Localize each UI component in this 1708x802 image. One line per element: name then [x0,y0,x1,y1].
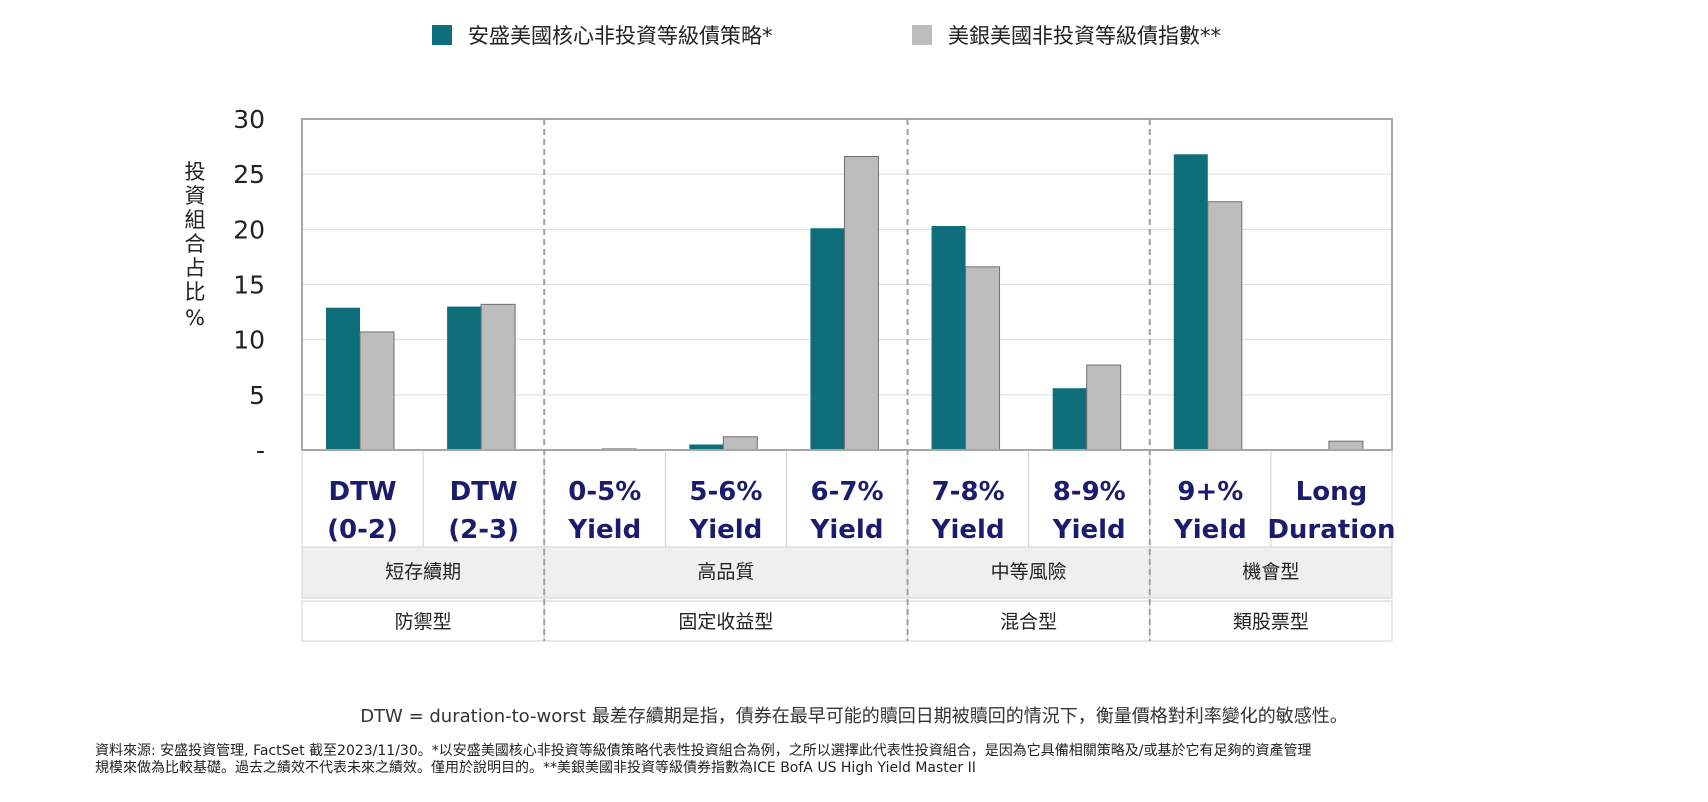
y-axis-label-char: % [185,306,205,330]
bar-series1 [689,444,724,450]
group-sub-label: 短存續期 [385,561,461,583]
group-sub-label: 高品質 [697,561,754,583]
legend-swatch-series1 [432,25,452,45]
y-axis-label: 投資組合占比% [183,160,207,330]
bar-chart: - 5 10 15 20 25 30 DTW (0-2) DTW (2-3) 0-5% Yield 5-6… [233,105,1396,642]
y-axis-label-char: 合 [184,232,206,256]
group-main-label: 混合型 [1000,611,1057,633]
bar-series1 [1052,388,1087,450]
bar-series2 [1207,201,1243,451]
source-line-2: 規模來做為比較基礎。過去之績效不代表未來之績效。僅用於說明目的。**美銀美國非投… [95,760,976,776]
group-sub-label: 機會型 [1242,561,1299,583]
category-label: Yield [810,515,884,545]
group-sub-cell [301,546,545,599]
category-label: DTW [450,477,518,507]
y-axis-label-char: 比 [184,280,206,304]
group-main-label: 類股票型 [1233,611,1309,633]
bar-series1 [447,306,482,450]
y-tick-label: 20 [233,215,265,244]
category-label: (0-2) [327,515,398,545]
y-axis-label-char: 資 [184,184,206,208]
group-main-label: 防禦型 [395,611,452,633]
legend-swatch-series2 [912,25,932,45]
group-main-cell [543,600,909,642]
category-label: Yield [688,515,762,545]
legend-label-series1: 安盛美國核心非投資等級債策略* [468,24,773,48]
bar-series2 [722,436,758,451]
group-sub-cell [907,546,1151,599]
bar-series1 [810,228,845,450]
group-main-cell [301,600,545,642]
y-tick-label: - [256,436,265,465]
category-label: Yield [931,515,1005,545]
category-label: 6-7% [810,477,883,507]
y-axis-label-char: 投 [184,160,206,184]
group-main-label: 固定收益型 [678,611,773,633]
category-label: 5-6% [689,477,762,507]
category-label: Long [1296,477,1368,507]
group-main-cell [907,600,1151,642]
bar-series2 [965,266,1001,451]
category-label: 9+% [1177,477,1243,507]
category-label: Yield [1173,515,1247,545]
bar-series2 [359,331,395,451]
y-axis-label-char: 組 [184,208,206,232]
footnote: DTW = duration-to-worst 最差存續期是指，債券在最早可能的… [360,706,1348,727]
group-sub-cell [543,546,909,599]
plot-frame [301,118,1393,451]
y-tick-label: 10 [233,326,265,355]
bar-series2 [1328,440,1364,451]
y-axis-label-char: 占 [184,256,206,280]
bar-series2 [480,303,516,451]
y-tick-label: 5 [249,381,265,410]
category-label: Yield [1052,515,1126,545]
category-label: 0-5% [568,477,641,507]
group-sub-label: 中等風險 [991,561,1067,583]
y-tick-label: 15 [233,271,265,300]
category-label: 7-8% [932,477,1005,507]
category-label: Duration [1267,515,1395,545]
bar-series2 [843,156,879,451]
source-line-1: 資料來源: 安盛投資管理, FactSet 截至2023/11/30。*以安盛美… [95,743,1312,759]
bar-series2 [1086,364,1122,451]
group-main-cell [1149,600,1393,642]
category-label: 8-9% [1053,477,1126,507]
category-label: DTW [329,477,397,507]
y-tick-label: 25 [233,160,265,189]
bar-series1 [326,307,360,450]
legend-item-series1: 安盛美國核心非投資等級債策略* [432,20,773,50]
bar-series1 [1173,154,1208,450]
category-label: Yield [567,515,641,545]
source-note: 資料來源: 安盛投資管理, FactSet 截至2023/11/30。*以安盛美… [95,743,1655,777]
bar-series1 [931,226,966,450]
legend-label-series2: 美銀美國非投資等級債指數** [948,24,1221,48]
legend-item-series2: 美銀美國非投資等級債指數** [912,20,1221,50]
group-sub-cell [1149,546,1393,599]
chart-legend: 安盛美國核心非投資等級債策略* 美銀美國非投資等級債指數** [0,20,1708,50]
category-label: (2-3) [448,515,519,545]
y-tick-label: 30 [233,105,265,134]
